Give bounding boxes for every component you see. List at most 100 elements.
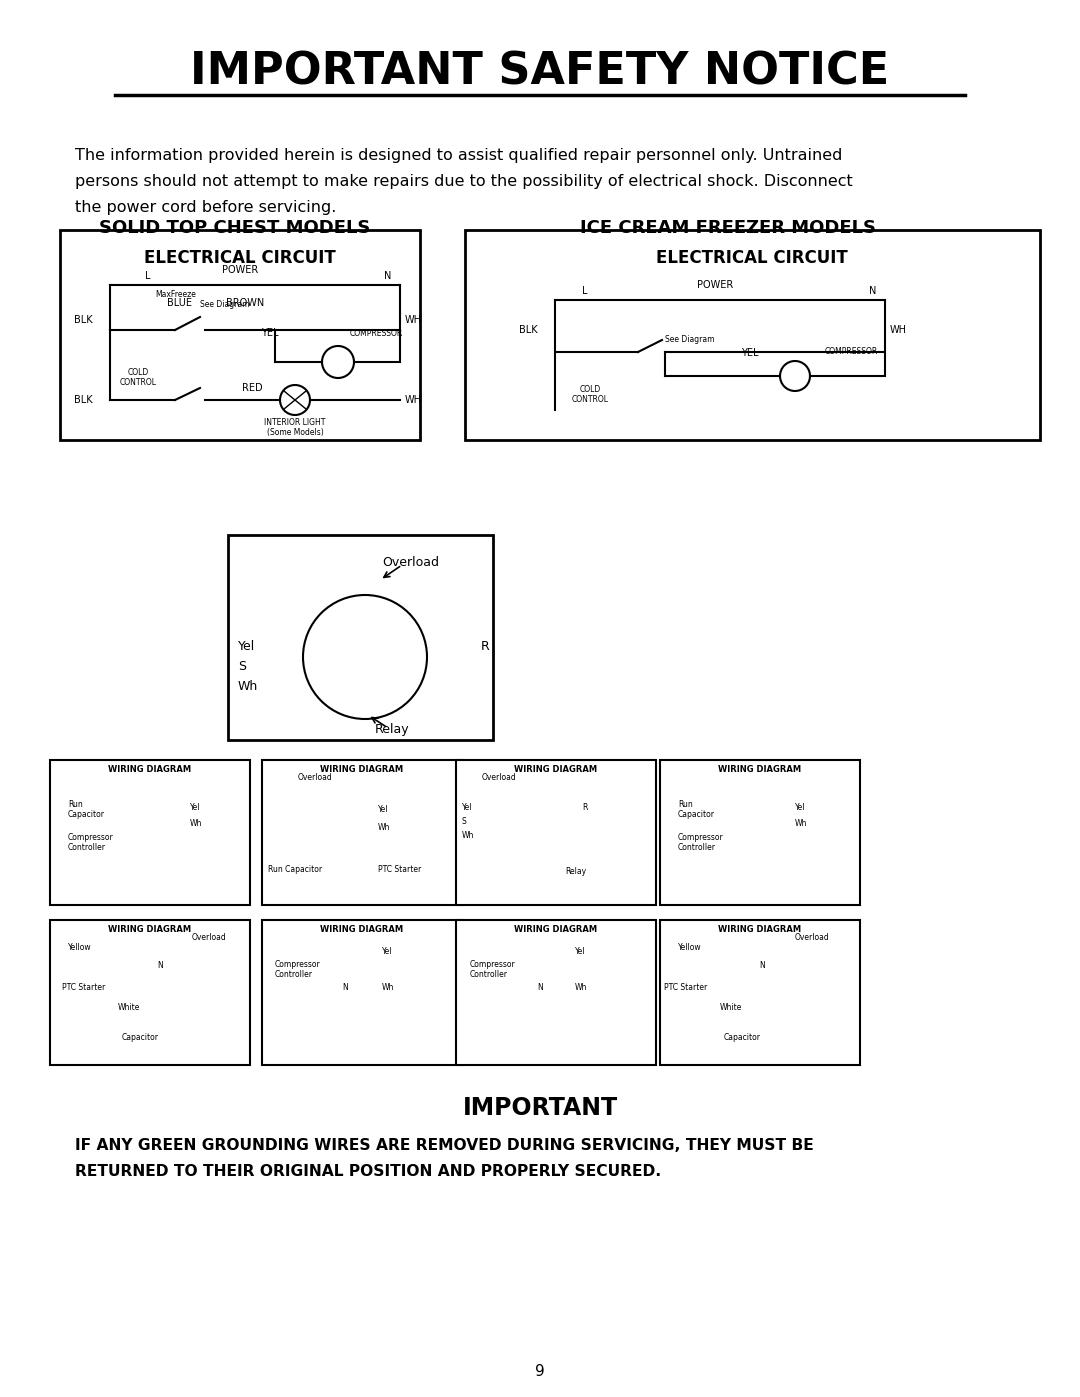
Bar	[660, 921, 860, 1065]
Text: Capacitor: Capacitor	[724, 1034, 760, 1042]
Bar	[660, 760, 860, 905]
Text: N: N	[869, 286, 877, 296]
Text: Run
Capacitor: Run Capacitor	[68, 800, 105, 820]
Text: L: L	[582, 286, 588, 296]
Text: WIRING DIAGRAM: WIRING DIAGRAM	[321, 925, 404, 935]
Text: WH: WH	[890, 326, 907, 335]
Text: Wh: Wh	[382, 983, 394, 992]
Text: Wh: Wh	[190, 820, 202, 828]
Text: BROWN: BROWN	[226, 298, 265, 307]
Text: the power cord before servicing.: the power cord before servicing.	[75, 200, 336, 215]
Text: BLK: BLK	[519, 326, 538, 335]
Text: Relay: Relay	[565, 868, 586, 876]
Text: N: N	[342, 983, 348, 992]
Text: WH: WH	[405, 395, 422, 405]
Bar	[262, 921, 462, 1065]
Bar	[456, 760, 656, 905]
Text: Compressor
Controller: Compressor Controller	[275, 960, 321, 979]
Bar	[50, 760, 249, 905]
Text: BLK: BLK	[75, 314, 93, 326]
Bar	[60, 231, 420, 440]
Text: WIRING DIAGRAM: WIRING DIAGRAM	[514, 925, 597, 935]
Text: INTERIOR LIGHT
(Some Models): INTERIOR LIGHT (Some Models)	[265, 418, 326, 437]
Text: Wh: Wh	[238, 680, 258, 693]
Text: Capacitor: Capacitor	[121, 1034, 159, 1042]
Text: IMPORTANT: IMPORTANT	[462, 1097, 618, 1120]
Text: Yel: Yel	[378, 806, 389, 814]
Text: See Diagram: See Diagram	[665, 335, 715, 344]
Text: Yel: Yel	[462, 803, 473, 813]
Text: BLK: BLK	[75, 395, 93, 405]
Text: persons should not attempt to make repairs due to the possibility of electrical : persons should not attempt to make repai…	[75, 175, 853, 189]
Text: WIRING DIAGRAM: WIRING DIAGRAM	[321, 766, 404, 774]
Text: Yellow: Yellow	[678, 943, 702, 953]
Text: N: N	[759, 961, 765, 970]
Text: Overload: Overload	[482, 774, 516, 782]
Text: Wh: Wh	[795, 820, 808, 828]
Text: WIRING DIAGRAM: WIRING DIAGRAM	[108, 925, 191, 935]
Text: Yel: Yel	[575, 947, 585, 957]
Text: Compressor
Controller: Compressor Controller	[68, 833, 113, 852]
Text: White: White	[720, 1003, 742, 1013]
Text: RETURNED TO THEIR ORIGINAL POSITION AND PROPERLY SECURED.: RETURNED TO THEIR ORIGINAL POSITION AND …	[75, 1164, 661, 1179]
Bar	[465, 231, 1040, 440]
Text: 9: 9	[535, 1365, 545, 1379]
Text: Run Capacitor: Run Capacitor	[268, 866, 322, 875]
Text: YEL: YEL	[741, 348, 759, 358]
Text: IF ANY GREEN GROUNDING WIRES ARE REMOVED DURING SERVICING, THEY MUST BE: IF ANY GREEN GROUNDING WIRES ARE REMOVED…	[75, 1139, 813, 1153]
Bar	[228, 535, 492, 740]
Text: N: N	[384, 271, 392, 281]
Text: MaxFreeze: MaxFreeze	[156, 291, 195, 299]
Text: COMPRESSOR: COMPRESSOR	[350, 328, 403, 338]
Text: RED: RED	[242, 383, 262, 393]
Text: Wh: Wh	[462, 831, 474, 841]
Text: Overload: Overload	[382, 556, 438, 570]
Text: N: N	[157, 961, 163, 970]
Text: IMPORTANT SAFETY NOTICE: IMPORTANT SAFETY NOTICE	[190, 50, 890, 94]
Text: PTC Starter: PTC Starter	[664, 983, 707, 992]
Text: L: L	[145, 271, 151, 281]
Text: BLUE: BLUE	[167, 298, 192, 307]
Text: R: R	[481, 640, 489, 654]
Text: R: R	[582, 803, 588, 813]
Text: Yel: Yel	[238, 640, 255, 654]
Text: Yel: Yel	[382, 947, 392, 957]
Bar	[456, 921, 656, 1065]
Text: POWER: POWER	[697, 279, 733, 291]
Bar	[262, 760, 462, 905]
Text: See Diagram: See Diagram	[200, 300, 249, 309]
Text: WIRING DIAGRAM: WIRING DIAGRAM	[514, 766, 597, 774]
Text: N: N	[537, 983, 543, 992]
Text: Compressor
Controller: Compressor Controller	[470, 960, 516, 979]
Text: ELECTRICAL CIRCUIT: ELECTRICAL CIRCUIT	[657, 249, 848, 267]
Text: SOLID TOP CHEST MODELS: SOLID TOP CHEST MODELS	[99, 219, 370, 237]
Text: POWER: POWER	[221, 265, 258, 275]
Text: COLD
CONTROL: COLD CONTROL	[120, 367, 157, 387]
Text: WIRING DIAGRAM: WIRING DIAGRAM	[108, 766, 191, 774]
Text: COLD
CONTROL: COLD CONTROL	[571, 386, 608, 404]
Text: Yel: Yel	[190, 803, 201, 813]
Text: S: S	[462, 817, 467, 827]
Text: Yellow: Yellow	[68, 943, 92, 953]
Text: Overload: Overload	[298, 774, 333, 782]
Text: ICE CREAM FREEZER MODELS: ICE CREAM FREEZER MODELS	[580, 219, 876, 237]
Text: Yel: Yel	[795, 803, 806, 813]
Text: Wh: Wh	[575, 983, 588, 992]
Text: The information provided herein is designed to assist qualified repair personnel: The information provided herein is desig…	[75, 148, 842, 163]
Text: Overload: Overload	[192, 933, 227, 943]
Bar	[50, 921, 249, 1065]
Text: ELECTRICAL CIRCUIT: ELECTRICAL CIRCUIT	[144, 249, 336, 267]
Text: PTC Starter: PTC Starter	[378, 866, 421, 875]
Text: WIRING DIAGRAM: WIRING DIAGRAM	[718, 766, 801, 774]
Text: White: White	[118, 1003, 140, 1013]
Text: YEL: YEL	[261, 328, 279, 338]
Text: WIRING DIAGRAM: WIRING DIAGRAM	[718, 925, 801, 935]
Text: Relay: Relay	[375, 724, 409, 736]
Text: WH: WH	[405, 314, 422, 326]
Text: S: S	[238, 661, 246, 673]
Text: COMPRESSOR: COMPRESSOR	[825, 348, 878, 356]
Text: Run
Capacitor: Run Capacitor	[678, 800, 715, 820]
Text: Overload: Overload	[795, 933, 829, 943]
Text: Wh: Wh	[378, 823, 390, 831]
Text: PTC Starter: PTC Starter	[62, 983, 105, 992]
